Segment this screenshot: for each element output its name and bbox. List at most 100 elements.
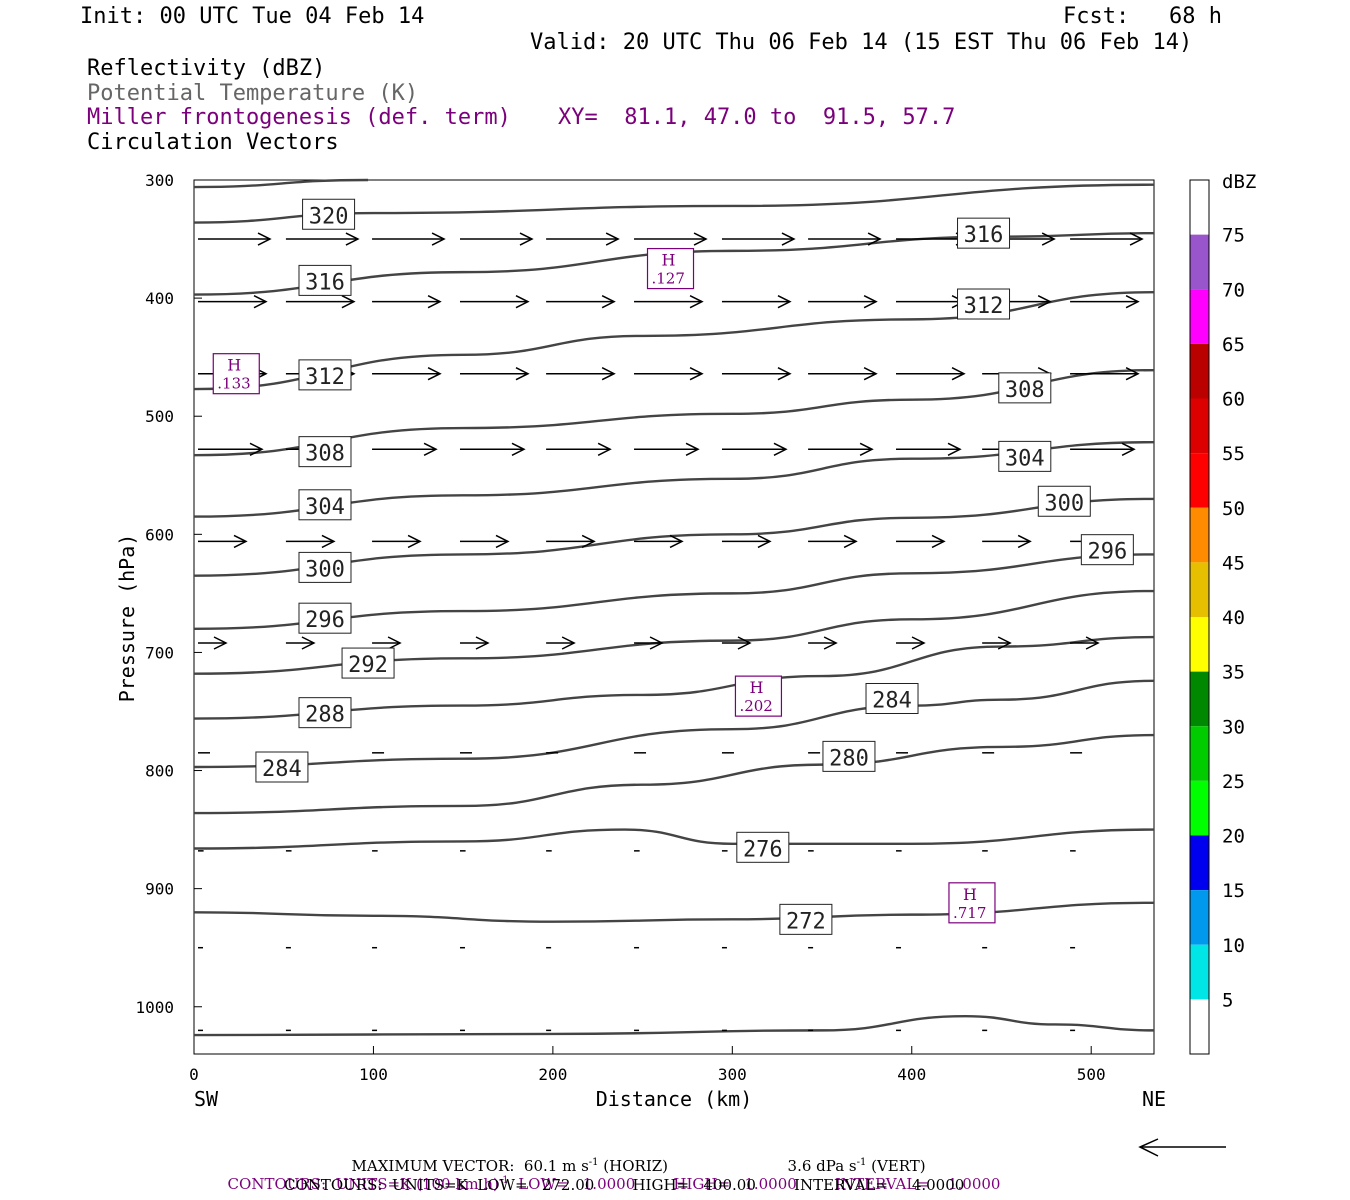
contour-label: 308	[305, 442, 345, 467]
field-potential-temperature: Potential Temperature (K)	[87, 81, 419, 106]
y-tick-label: 600	[145, 525, 174, 544]
endpoint-sw: SW	[194, 1087, 219, 1111]
vector-head	[581, 534, 596, 549]
contour-label-box	[1037, 485, 1091, 517]
vector-head	[1085, 636, 1100, 650]
vector-head	[253, 294, 268, 309]
fronto-max-value: .202	[739, 697, 772, 715]
fronto-units-exp: -1	[498, 1175, 509, 1186]
contour-label: 272	[786, 909, 826, 934]
colorbar-segment	[1190, 343, 1209, 399]
vector-head	[689, 367, 704, 381]
valid-time: Valid: 20 UTC Thu 06 Feb 14 (15 EST Thu …	[530, 30, 1193, 55]
contour-label: 284	[872, 688, 912, 713]
fronto-max-box	[646, 247, 695, 290]
fronto-max-label: H	[963, 885, 977, 904]
colorbar-segment	[1190, 617, 1209, 672]
contour-label: 308	[1005, 378, 1045, 403]
contour-label-box	[822, 740, 876, 772]
fronto-range: LOW= 1.0000 HIGH= 1.0000 INTERVAL= 1.000…	[508, 1175, 1001, 1193]
contour-label: 288	[305, 703, 345, 728]
colorbar-label: 50	[1222, 498, 1245, 520]
vector-head	[601, 367, 616, 381]
colorbar-segment	[1190, 780, 1209, 836]
theta-contour-280	[193, 733, 1155, 815]
contour-label: 296	[305, 608, 345, 633]
x-tick-label: 500	[1077, 1065, 1106, 1084]
vector-head	[911, 636, 926, 650]
colorbar-segment	[1190, 507, 1209, 563]
x-tick-label: 0	[189, 1065, 199, 1084]
theta-contour-296	[193, 553, 1155, 631]
vector-head	[519, 232, 534, 246]
vector-head	[867, 232, 882, 246]
y-tick-label: 900	[145, 880, 174, 899]
vector-head	[1017, 534, 1032, 549]
colorbar-label: 10	[1222, 935, 1245, 957]
vector-head	[863, 294, 878, 309]
vector-head	[689, 294, 704, 309]
theta-contour-268	[193, 1015, 1155, 1037]
vector-head	[249, 442, 264, 456]
colorbar-label: 65	[1222, 334, 1245, 356]
vector-head	[213, 636, 228, 650]
max-vector-horiz: MAXIMUM VECTOR: 60.1 m s	[351, 1157, 589, 1175]
vector-head	[515, 367, 530, 381]
contour-labels: 3203163123083043002962922882842802762723…	[255, 198, 1134, 935]
vector-head	[427, 294, 442, 309]
reflectivity-colorbar: dBZ 5 10 15 20 25 30 35 40 45 50 55 60 65 70 75	[1189, 171, 1256, 1055]
theta-contour-284	[193, 679, 1155, 769]
vector-head	[475, 636, 490, 650]
vector-head	[1125, 367, 1140, 381]
theta-contour-324	[193, 178, 369, 189]
contour-label-box	[298, 436, 352, 468]
contour-label-box	[736, 831, 790, 863]
contour-label: 304	[305, 495, 345, 520]
fronto-max-box	[948, 882, 996, 924]
colorbar-label: 25	[1222, 771, 1245, 793]
colorbar-segment	[1190, 180, 1209, 235]
vector-head	[387, 636, 402, 650]
vector-head	[601, 294, 616, 309]
vector-head	[777, 367, 792, 381]
vector-head	[407, 534, 422, 549]
colorbar-segment	[1190, 453, 1209, 508]
vector-head	[951, 367, 966, 381]
colorbar-label: 20	[1222, 826, 1245, 848]
colorbar-segment	[1190, 726, 1209, 781]
contour-label: 320	[309, 204, 349, 229]
contour-label-box	[341, 647, 395, 679]
contour-label: 316	[305, 270, 345, 295]
contour-label-box	[298, 697, 352, 729]
vector-head	[511, 442, 526, 456]
init-time: Init: 00 UTC Tue 04 Feb 14	[80, 4, 425, 29]
max-vector-vert-unit: (VERT)	[866, 1157, 926, 1175]
contour-label-box	[998, 372, 1052, 404]
contour-label: 284	[262, 757, 302, 782]
contour-label-box	[779, 903, 833, 935]
vector-head	[431, 232, 446, 246]
colorbar-segment	[1190, 398, 1209, 454]
fronto-max-value: .127	[652, 270, 685, 288]
vector-head	[693, 232, 708, 246]
vector-head	[997, 636, 1012, 650]
fronto-contour-info: CONTOURS: UNITS=K (100 km h)-1 LOW= 1.00…	[218, 1157, 1001, 1193]
max-vector-vert-exp: -1	[856, 1157, 867, 1168]
vector-head	[843, 534, 858, 549]
vector-head	[321, 534, 336, 549]
contour-label: 296	[1087, 540, 1127, 565]
x-tick-label: 400	[897, 1065, 926, 1084]
field-circulation-vectors: Circulation Vectors	[87, 130, 339, 155]
contour-label-box	[865, 682, 919, 714]
y-tick-label: 1000	[135, 998, 174, 1017]
fronto-max-value: .133	[217, 375, 250, 393]
theta-contour-276	[193, 828, 1155, 850]
contour-label: 300	[1044, 491, 1084, 516]
contour-label: 304	[1005, 446, 1045, 471]
max-vector-vert-line: 3.6 dPa s-1 (VERT)	[778, 1139, 926, 1175]
fronto-max-label: H	[749, 678, 763, 697]
colorbar-label: 45	[1222, 552, 1245, 574]
vector-head	[669, 534, 684, 549]
